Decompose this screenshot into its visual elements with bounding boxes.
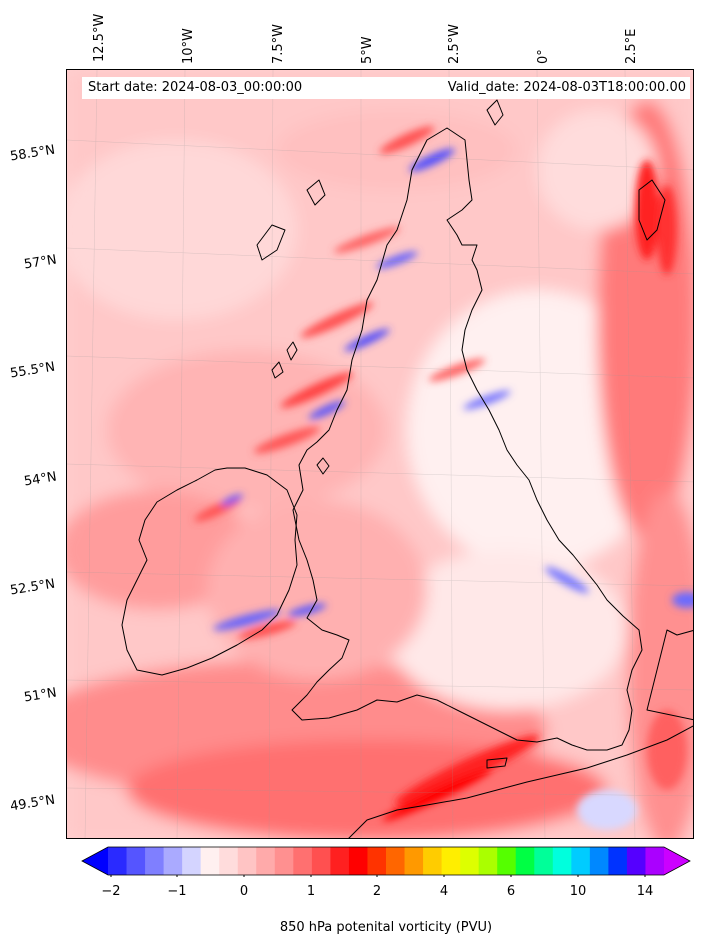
cb-tick-label: 0: [239, 884, 249, 899]
colorbar: [81, 846, 691, 877]
valid-date-label: Valid_date: 2024-08-03T18:00:00.00: [447, 80, 686, 95]
cb-tick-label: 2: [372, 884, 382, 899]
colorbar-bin: [534, 847, 554, 875]
colorbar-bin: [237, 847, 257, 875]
lon-label-10w: 10°W: [181, 28, 196, 64]
colorbar-bin: [200, 847, 220, 875]
cb-tick-label: −2: [101, 884, 121, 899]
lon-label-2-5w: 2.5°W: [447, 23, 462, 64]
map-panel: [66, 69, 694, 839]
colorbar-bin: [126, 847, 146, 875]
colorbar-bin: [182, 847, 202, 875]
pv-anomalies: [194, 126, 693, 830]
colorbar-bin: [626, 847, 646, 875]
colorbar-bin: [163, 847, 183, 875]
colorbar-extend-high: [664, 847, 690, 875]
colorbar-bin: [311, 847, 331, 875]
coastline-outlines: [121, 99, 693, 838]
colorbar-bin: [256, 847, 276, 875]
lon-label-12-5w: 12.5°W: [92, 13, 107, 62]
pv-field-patches: [67, 70, 693, 838]
colorbar-extend-low: [82, 847, 108, 875]
lat-label-54n: 54°N: [23, 469, 58, 490]
colorbar-bin: [386, 847, 406, 875]
cb-tick-label: 6: [506, 884, 516, 899]
colorbar-bin: [219, 847, 239, 875]
cb-tick-label: 14: [636, 884, 654, 899]
lon-label-0: 0°: [536, 49, 551, 64]
lat-label-49-5n: 49.5°N: [9, 792, 57, 815]
colorbar-bin: [645, 847, 665, 875]
colorbar-bin: [608, 847, 628, 875]
colorbar-bin: [274, 847, 294, 875]
start-date-label: Start date: 2024-08-03_00:00:00: [88, 80, 303, 95]
date-info-box: [82, 77, 690, 99]
colorbar-bin: [330, 847, 350, 875]
colorbar-bin: [552, 847, 572, 875]
colorbar-bin: [423, 847, 443, 875]
colorbar-bin: [441, 847, 461, 875]
colorbar-bin: [571, 847, 591, 875]
colorbar-bin: [589, 847, 609, 875]
colorbar-bin: [145, 847, 165, 875]
colorbar-bin: [497, 847, 517, 875]
lon-label-2-5e: 2.5°E: [624, 28, 639, 64]
lat-label-57n: 57°N: [23, 252, 58, 273]
lon-label-5w: 5°W: [360, 36, 375, 64]
colorbar-outline: [81, 846, 691, 876]
lat-label-58-5n: 58.5°N: [9, 142, 57, 165]
cb-tick-label: 10: [569, 884, 587, 899]
pv-field-map: [67, 70, 693, 838]
colorbar-bin: [367, 847, 387, 875]
cb-tick-label: 4: [439, 884, 449, 899]
colorbar-bin: [460, 847, 480, 875]
colorbar-bin: [478, 847, 498, 875]
colorbar-label: 850 hPa potenital vorticity (PVU): [279, 920, 493, 935]
lon-label-7-5w: 7.5°W: [271, 23, 286, 64]
cb-tick-label: −1: [167, 884, 187, 899]
lat-label-55-5n: 55.5°N: [9, 359, 57, 382]
lat-label-52-5n: 52.5°N: [9, 576, 57, 599]
colorbar-bin: [515, 847, 535, 875]
colorbar-bin: [348, 847, 368, 875]
colorbar-bin: [404, 847, 424, 875]
colorbar-bin: [108, 847, 128, 875]
colorbar-bin: [293, 847, 313, 875]
graticule: [67, 70, 693, 838]
cb-tick-label: 1: [306, 884, 316, 899]
lat-label-51n: 51°N: [23, 685, 58, 706]
